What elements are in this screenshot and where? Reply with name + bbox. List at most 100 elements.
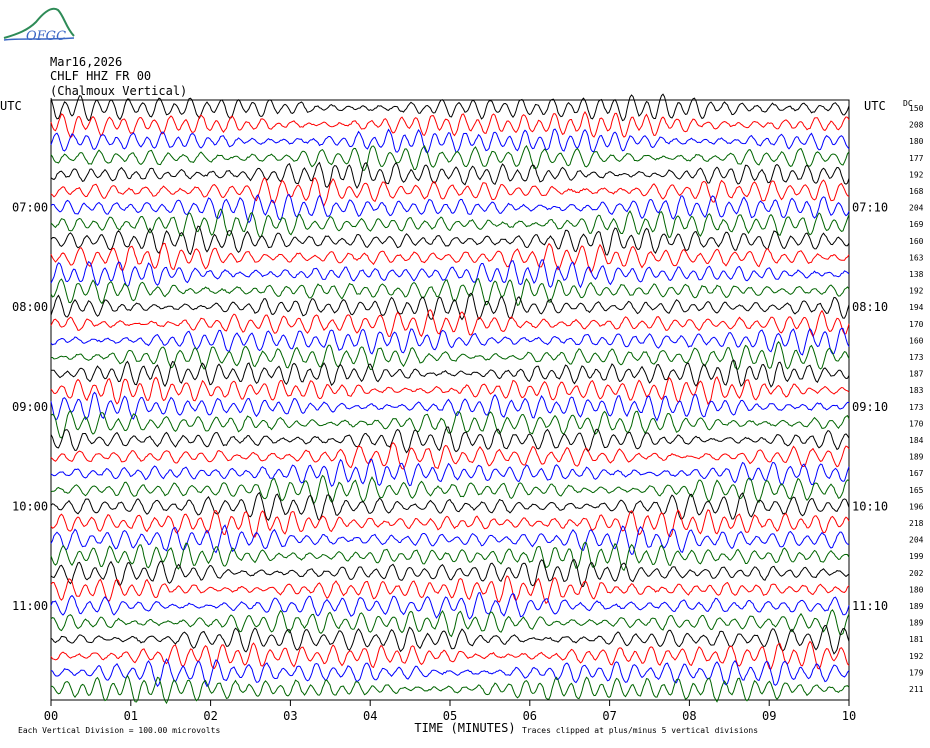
x-tick-label: 04 [363, 709, 377, 723]
dc-offset-label: 163 [909, 253, 924, 262]
seismic-trace [50, 640, 850, 670]
seismic-trace [50, 426, 850, 454]
seismic-trace [50, 128, 850, 154]
dc-offset-label: 181 [909, 635, 924, 644]
dc-offset-label: 192 [909, 652, 924, 661]
seismic-trace [50, 591, 850, 620]
seismic-trace [50, 111, 850, 139]
right-time-label: 08:10 [852, 300, 888, 314]
dc-offset-label: 180 [909, 585, 924, 594]
plot-frame [50, 99, 850, 701]
seismic-trace [50, 327, 850, 356]
date-label: Mar16,2026 [50, 55, 122, 69]
seismic-trace [50, 177, 850, 207]
left-time-label: 09:00 [12, 400, 48, 414]
dc-offset-label: 187 [909, 370, 924, 379]
dc-offset-label: 204 [909, 536, 924, 545]
x-axis-ticks: 00 01 02 03 04 05 06 07 08 09 10 [44, 700, 856, 723]
dc-offset-label: 160 [909, 237, 924, 246]
dc-offset-label: 173 [909, 403, 924, 412]
dc-offset-label: 194 [909, 303, 924, 312]
seismic-trace [50, 93, 850, 122]
left-time-label: 11:00 [12, 599, 48, 613]
logo-text: OFGC [26, 29, 66, 44]
right-time-label: 09:10 [852, 400, 888, 414]
seismic-trace [50, 208, 850, 239]
right-time-label: 11:10 [852, 599, 888, 613]
seismic-trace [50, 575, 850, 605]
dc-offset-label: 165 [909, 486, 924, 495]
dc-offset-label: 192 [909, 287, 924, 296]
clip-note: Traces clipped at plus/minus 5 vertical … [522, 726, 758, 735]
seismic-trace [50, 359, 850, 388]
dc-offset-labels: 150 208 180 177 192 168 204 169 160 163 138 192 194 1… [909, 104, 924, 694]
seismic-trace [50, 559, 850, 588]
seismic-trace [50, 161, 850, 189]
dc-offset-label: 170 [909, 320, 924, 329]
x-tick-label: 00 [44, 709, 58, 723]
dc-offset-label: 160 [909, 336, 924, 345]
dc-offset-label: 177 [909, 154, 924, 163]
ofgc-logo: OFGC [3, 7, 75, 44]
x-tick-label: 07 [602, 709, 616, 723]
seismic-trace [50, 292, 850, 321]
scale-note: Each Vertical Division = 100.00 microvol… [18, 726, 220, 735]
x-tick-label: 10 [842, 709, 856, 723]
dc-offset-label: 211 [909, 685, 924, 694]
dc-offset-label: 208 [909, 121, 924, 130]
seismic-trace [50, 259, 850, 289]
utc-label-left: UTC [0, 99, 22, 113]
dc-offset-label: 168 [909, 187, 924, 196]
dc-offset-label: 189 [909, 602, 924, 611]
seismic-trace [50, 144, 850, 171]
x-tick-label: 05 [443, 709, 457, 723]
seismic-trace [50, 658, 850, 688]
trace-group [50, 93, 850, 705]
x-axis-label: TIME (MINUTES) [414, 721, 515, 735]
dc-offset-label: 189 [909, 619, 924, 628]
seismic-trace [50, 391, 850, 422]
dc-offset-label: 183 [909, 386, 924, 395]
dc-offset-label: 170 [909, 419, 924, 428]
seismic-trace [50, 458, 850, 487]
dc-label: DC [903, 99, 913, 108]
dc-offset-label: 199 [909, 552, 924, 561]
utc-label-right: UTC [864, 99, 886, 113]
x-tick-label: 08 [682, 709, 696, 723]
dc-offset-label: 184 [909, 436, 924, 445]
dc-offset-label: 173 [909, 353, 924, 362]
dc-offset-label: 192 [909, 170, 924, 179]
x-tick-label: 01 [124, 709, 138, 723]
seismic-trace [50, 508, 850, 538]
dc-offset-label: 218 [909, 519, 924, 528]
left-time-label: 10:00 [12, 499, 48, 513]
dc-offset-label: 180 [909, 137, 924, 146]
seismic-trace [50, 491, 850, 522]
dc-offset-label: 169 [909, 220, 924, 229]
seismic-trace [50, 194, 850, 224]
seismic-trace [50, 376, 850, 406]
location-label: (Chalmoux Vertical) [50, 84, 187, 98]
seismic-trace [51, 340, 850, 371]
right-time-label: 07:10 [852, 201, 888, 215]
dc-offset-label: 150 [909, 104, 924, 113]
x-tick-label: 03 [283, 709, 297, 723]
seismic-trace [50, 609, 850, 638]
x-tick-label: 06 [523, 709, 537, 723]
dc-offset-label: 189 [909, 453, 924, 462]
x-tick-label: 09 [762, 709, 776, 723]
station-label: CHLF HHZ FR 00 [50, 69, 151, 83]
seismic-trace [50, 242, 850, 274]
left-time-labels: 07:00 08:00 09:00 10:00 11:00 [12, 201, 48, 613]
seismic-trace [50, 309, 850, 338]
dc-offset-label: 167 [909, 469, 924, 478]
right-time-label: 10:10 [852, 499, 888, 513]
seismic-trace [50, 624, 850, 655]
dc-offset-label: 202 [909, 569, 924, 578]
seismic-trace [50, 225, 850, 256]
dc-offset-label: 204 [909, 204, 924, 213]
left-time-label: 08:00 [12, 300, 48, 314]
right-time-labels: 07:10 08:10 09:10 10:10 11:10 [852, 201, 888, 613]
